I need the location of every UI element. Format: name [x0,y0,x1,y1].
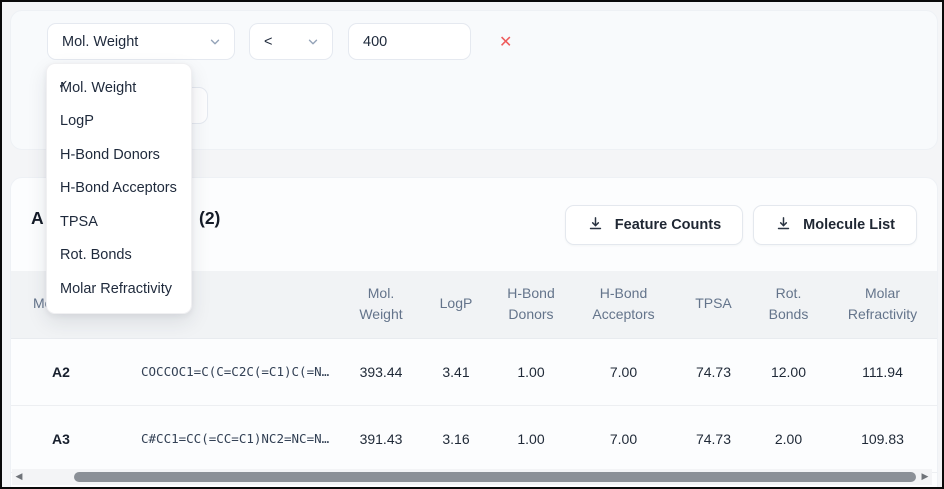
menu-item-hbond-donors[interactable]: H-Bond Donors [60,146,160,163]
operator-select[interactable]: < [249,23,333,60]
scroll-left-icon[interactable]: ◀ [15,472,23,482]
cell-hbond-acceptors: 7.00 [571,405,676,473]
scrollbar-thumb[interactable] [74,472,916,482]
cell-rot-bonds: 12.00 [751,338,826,406]
cell-hbond-acceptors: 7.00 [571,338,676,406]
cell-hbond-donors: 1.00 [491,405,571,473]
chevron-down-icon [306,35,320,49]
cell-rot-bonds: 2.00 [751,405,826,473]
cell-hbond-donors: 1.00 [491,338,571,406]
download-icon [775,215,792,236]
col-tpsa: TPSA [676,271,751,339]
results-heading-prefix: A [31,208,44,228]
operator-select-value: < [264,33,273,50]
remove-filter-button[interactable]: ✕ [499,31,513,51]
menu-item-hbond-acceptors[interactable]: H-Bond Acceptors [60,180,177,197]
download-icon [587,215,604,236]
cell-smiles: C#CC1=CC(=CC=C1)NC2=NC=N… [111,405,341,473]
cell-tpsa: 74.73 [676,338,751,406]
molecule-table: Molecule SMILES Mol. Weight LogP H-Bond … [11,271,937,473]
chevron-down-icon [208,35,222,49]
results-header: A (2) Feature Counts Molecule List [11,178,937,271]
feature-counts-button[interactable]: Feature Counts [564,205,744,245]
col-mol-weight: Mol. Weight [341,271,421,339]
scrollbar-track[interactable] [26,471,918,483]
cell-mol-weight: 393.44 [341,338,421,406]
cell-smiles: COCCOC1=C(C=C2C(=C1)C(=N… [111,338,341,406]
check-icon: ✓ [58,78,69,93]
table-row[interactable]: A2 COCCOC1=C(C=C2C(=C1)C(=N… 393.44 3.41… [11,338,937,406]
table-row[interactable]: A3 C#CC1=CC(=CC=C1)NC2=NC=N… 391.43 3.16… [11,405,937,473]
col-hbond-acceptors: H-Bond Acceptors [571,271,676,339]
menu-item-molar-refractivity[interactable]: Molar Refractivity [60,280,172,297]
cell-molar-refractivity: 109.83 [826,405,937,473]
cell-logp: 3.16 [421,405,491,473]
molecule-list-button[interactable]: Molecule List [753,205,917,245]
cell-logp: 3.41 [421,338,491,406]
filter-row: Mol. Weight < ✕ [47,23,512,60]
scroll-right-icon[interactable]: ▶ [921,472,929,482]
menu-item-rot-bonds[interactable]: Rot. Bonds [60,247,132,264]
col-rot-bonds: Rot. Bonds [751,271,826,339]
filter-value-input[interactable] [348,23,471,60]
col-logp: LogP [421,271,491,339]
cell-mol-weight: 391.43 [341,405,421,473]
menu-item-mol-weight[interactable]: ✓ Mol. Weight [58,78,137,96]
cell-molecule: A3 [11,405,111,473]
menu-item-tpsa[interactable]: TPSA [60,213,98,230]
results-count: (2) [199,208,221,228]
menu-item-logp[interactable]: LogP [60,113,94,130]
cell-molecule: A2 [11,338,111,406]
property-select-value: Mol. Weight [62,33,139,50]
col-molar-refractivity: Molar Refractivity [826,271,937,339]
cell-molar-refractivity: 111.94 [826,338,937,406]
col-hbond-donors: H-Bond Donors [491,271,571,339]
property-select[interactable]: Mol. Weight [47,23,235,60]
cell-tpsa: 74.73 [676,405,751,473]
property-dropdown-menu: ✓ Mol. Weight LogP H-Bond Donors H-Bond … [46,63,192,314]
horizontal-scrollbar[interactable]: ◀ ▶ [12,469,932,485]
